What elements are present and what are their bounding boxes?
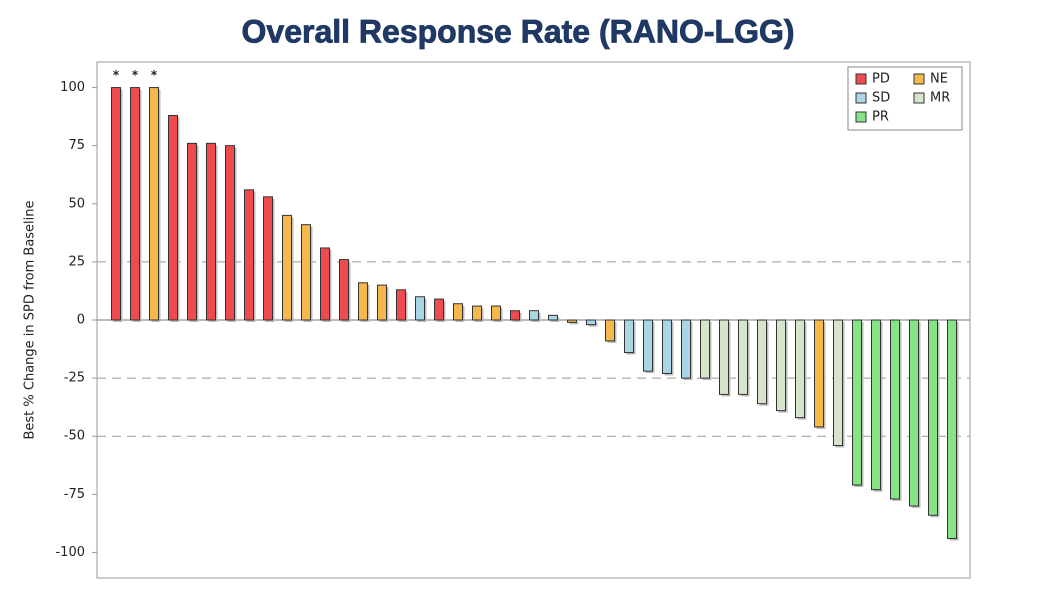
legend-label: NE — [930, 72, 948, 87]
bar — [795, 319, 805, 419]
bar — [586, 319, 596, 326]
y-tick-label: 100 — [60, 80, 85, 95]
bar — [814, 319, 824, 428]
bar — [320, 247, 330, 321]
bar — [339, 259, 349, 321]
bar — [358, 282, 368, 321]
y-tick-label: 50 — [68, 196, 85, 211]
bar — [548, 314, 558, 321]
bar — [377, 284, 387, 321]
bar — [149, 87, 159, 321]
bar — [662, 319, 672, 374]
bar — [833, 319, 843, 447]
bar — [396, 289, 406, 321]
y-tick-label: 75 — [68, 138, 85, 153]
bar — [909, 319, 919, 507]
bar — [263, 196, 273, 321]
y-axis-label: Best % Change in SPD from Baseline — [23, 200, 38, 439]
bar-shadow — [569, 322, 579, 325]
bar — [776, 319, 786, 412]
bar — [225, 145, 235, 321]
annotation: * — [132, 68, 139, 82]
bar — [738, 319, 748, 395]
bar — [681, 319, 691, 379]
legend-label: PR — [872, 110, 889, 125]
bar — [871, 319, 881, 491]
y-tick-label: -25 — [64, 371, 85, 386]
bar — [947, 319, 957, 539]
bar — [890, 319, 900, 500]
legend-swatch — [855, 111, 867, 123]
bar — [282, 214, 292, 321]
y-tick-label: -50 — [64, 429, 85, 444]
bar — [472, 305, 482, 321]
legend-swatch — [855, 92, 867, 104]
legend-label: PD — [872, 72, 890, 87]
bar — [168, 114, 178, 321]
y-tick-label: -100 — [55, 545, 85, 560]
bar — [624, 319, 634, 354]
bar — [206, 142, 216, 321]
bar — [434, 298, 444, 321]
annotation: * — [151, 68, 158, 82]
bar — [111, 87, 121, 321]
bar — [187, 142, 197, 321]
bar — [605, 319, 615, 342]
bar — [244, 189, 254, 321]
legend-box — [847, 66, 963, 131]
bar — [301, 224, 311, 321]
bar — [643, 319, 653, 372]
bar — [491, 305, 501, 321]
legend-swatch — [855, 73, 867, 85]
legend-swatch — [913, 73, 925, 85]
bar — [719, 319, 729, 395]
bar — [510, 310, 520, 321]
y-tick-label: 0 — [77, 313, 85, 328]
legend-label: SD — [872, 91, 890, 106]
legend-swatch — [913, 92, 925, 104]
bar — [415, 296, 425, 321]
bar — [567, 319, 577, 323]
bar — [700, 319, 710, 379]
bar — [757, 319, 767, 405]
y-tick-label: -75 — [64, 487, 85, 502]
legend-label: MR — [930, 91, 950, 106]
bar — [453, 303, 463, 321]
chart-title: Overall Response Rate (RANO-LGG) — [242, 13, 795, 49]
bar — [852, 319, 862, 486]
bar — [130, 87, 140, 321]
bar — [529, 310, 539, 321]
annotation: * — [113, 68, 120, 82]
bar — [928, 319, 938, 516]
y-tick-label: 25 — [68, 254, 85, 269]
